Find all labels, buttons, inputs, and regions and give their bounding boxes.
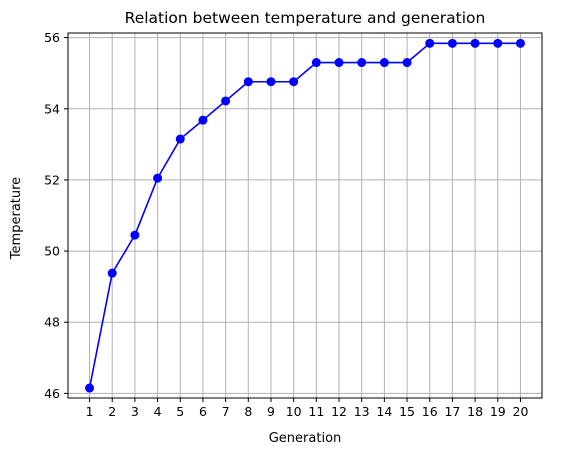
series-line [88, 42, 521, 389]
data-point [334, 58, 344, 68]
x-tick-label: 7 [222, 404, 230, 419]
x-tick-label: 17 [444, 404, 460, 419]
x-tick-label: 4 [154, 404, 162, 419]
y-tick-label: 48 [44, 315, 60, 330]
x-tick-label: 8 [244, 404, 252, 419]
x-tick-label: 15 [399, 404, 415, 419]
x-tick-label: 12 [331, 404, 347, 419]
x-tick-label: 18 [467, 404, 483, 419]
x-tick-label: 16 [422, 404, 438, 419]
data-point [175, 134, 185, 144]
data-point [493, 38, 503, 48]
x-axis: 1 2 3 4 5 6 7 8 9 10 11 12 13 14 15 16 17 18 19 20 [86, 398, 529, 419]
data-point [402, 58, 412, 68]
data-point [357, 58, 367, 68]
x-tick-label: 3 [131, 404, 139, 419]
grid [68, 33, 542, 398]
data-point [515, 38, 525, 48]
y-tick-label: 50 [44, 244, 60, 259]
y-tick-label: 52 [44, 172, 60, 187]
chart-title: Relation between temperature and generat… [125, 9, 486, 27]
series-points [85, 38, 525, 393]
y-tick-label: 56 [44, 30, 60, 45]
data-point [470, 38, 480, 48]
x-tick-label: 1 [86, 404, 94, 419]
data-point [153, 173, 163, 183]
x-tick-label: 2 [108, 404, 116, 419]
x-tick-label: 13 [354, 404, 370, 419]
data-point [266, 77, 276, 87]
data-point [379, 58, 389, 68]
data-point [289, 77, 299, 87]
series-line-layer [88, 42, 521, 389]
y-axis: 46 48 50 52 54 56 [44, 30, 68, 401]
data-point [85, 383, 95, 393]
x-tick-label: 9 [267, 404, 275, 419]
y-tick-label: 46 [44, 386, 60, 401]
y-axis-label: Temperature [9, 177, 24, 260]
y-tick-label: 54 [44, 101, 60, 116]
data-point [130, 230, 140, 240]
x-axis-label: Generation [269, 431, 342, 446]
x-tick-label: 14 [376, 404, 392, 419]
plot-frame [67, 32, 543, 399]
data-point [221, 96, 231, 106]
x-tick-label: 20 [513, 404, 529, 419]
data-point [311, 58, 321, 68]
x-tick-label: 6 [199, 404, 207, 419]
x-tick-label: 11 [308, 404, 324, 419]
data-point [243, 77, 253, 87]
data-point [198, 115, 208, 125]
data-point [425, 38, 435, 48]
data-point [447, 38, 457, 48]
data-point [107, 268, 117, 278]
x-tick-label: 10 [286, 404, 302, 419]
x-tick-label: 5 [176, 404, 184, 419]
x-tick-label: 19 [490, 404, 506, 419]
